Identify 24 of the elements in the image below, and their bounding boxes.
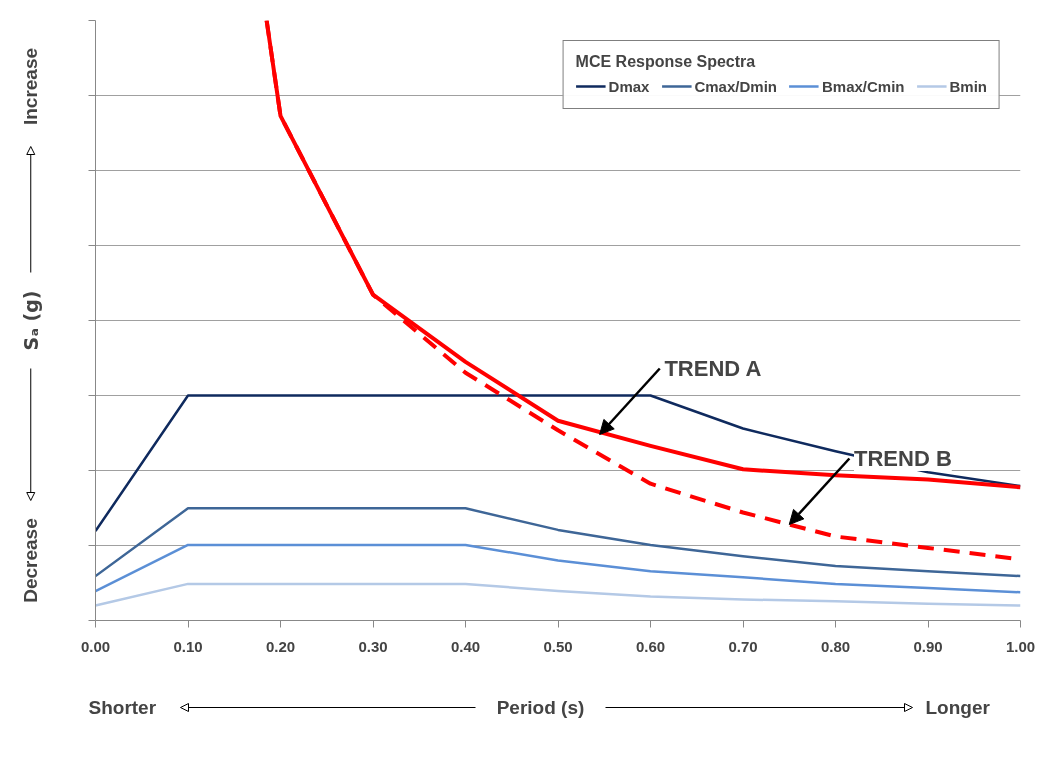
x-tick-label: 0.80 <box>820 637 851 655</box>
text: Decrease <box>20 518 42 603</box>
x-tick-label: 0.10 <box>173 637 203 655</box>
y-axis-title: Sₐ (g) <box>19 290 42 351</box>
x-tick-label: 0.00 <box>80 637 111 655</box>
legend-label: Bmax/Cmin <box>821 77 905 95</box>
x-tick-label: 0.90 <box>913 637 943 655</box>
legend-title: MCE Response Spectra <box>575 53 757 71</box>
legend-label: Bmin <box>949 77 987 95</box>
x-tick-label: 1.00 <box>1005 637 1036 655</box>
x-tick-label: 0.40 <box>450 637 481 655</box>
x-tick-label: 0.50 <box>543 637 573 655</box>
x-tick-label: 0.20 <box>265 637 296 655</box>
x-tick-label: 0.30 <box>358 637 388 655</box>
x-tick-label: 0.60 <box>635 637 666 655</box>
text: Longer <box>925 697 991 718</box>
x-tick-label: 0.70 <box>728 637 758 655</box>
legend-label: Cmax/Dmin <box>694 77 777 95</box>
annotation: TREND B <box>854 446 952 471</box>
text: Shorter <box>88 697 157 718</box>
legend-label: Dmax <box>608 77 650 95</box>
annotation: TREND A <box>664 356 762 381</box>
x-axis-title: Period (s) <box>496 697 585 718</box>
text: Increase <box>20 47 42 126</box>
